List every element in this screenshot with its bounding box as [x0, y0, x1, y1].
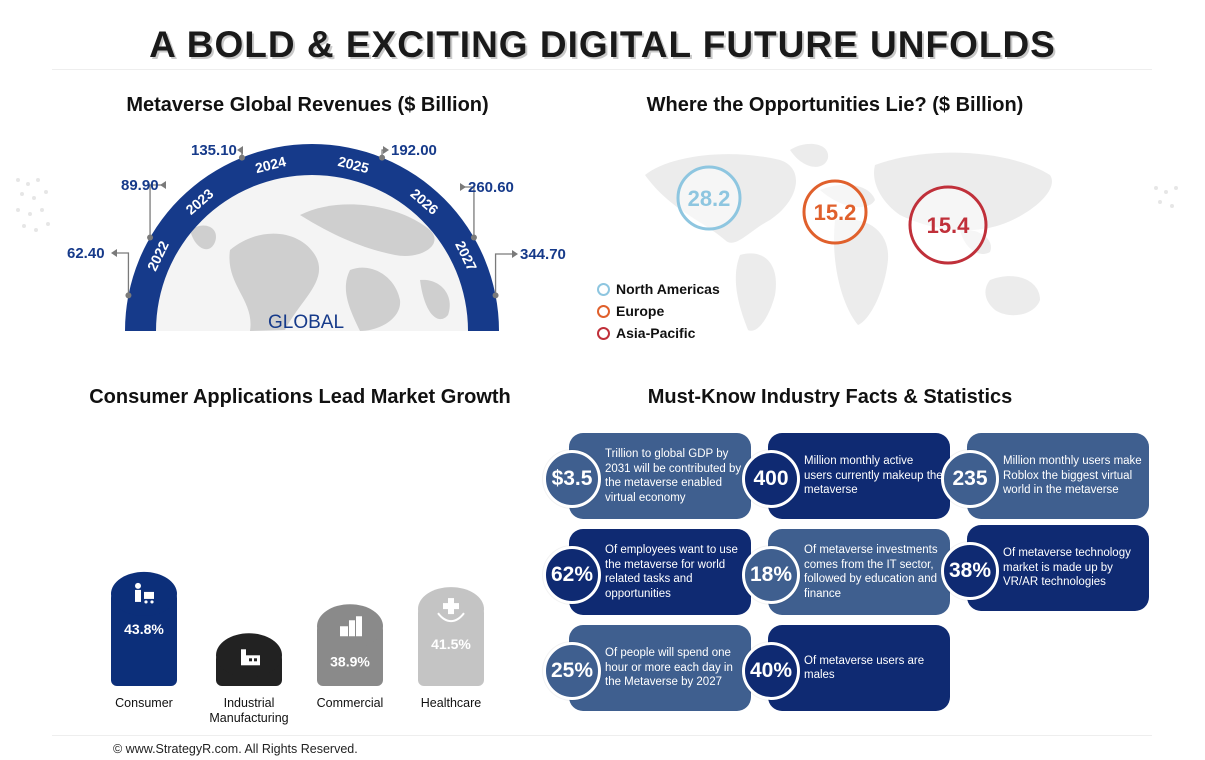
- legend-ring-europe: [597, 304, 610, 318]
- fact-card-5: 18% Of metaverse investments comes from …: [742, 529, 950, 615]
- leader-arrow: [460, 183, 466, 191]
- revenues-title: Metaverse Global Revenues ($ Billion): [126, 94, 489, 116]
- globe-center-label: GLOBAL: [268, 312, 344, 333]
- fact-text: Of employees want to use the metaverse f…: [605, 544, 738, 600]
- fact-text: Million monthly active users currently m…: [804, 455, 943, 497]
- applications-bar-chart: 43.8% Consumer 34.5%IndustrialManufacturin…: [111, 571, 484, 725]
- leader-arrow: [512, 250, 518, 258]
- bar-cap: [216, 633, 282, 678]
- leader-dot: [492, 292, 499, 299]
- revenue-value-label: 89.90: [121, 177, 159, 194]
- fact-value: 18%: [742, 546, 800, 604]
- revenue-value-label: 192.00: [391, 142, 437, 159]
- fact-value: 62%: [543, 546, 601, 604]
- legend-item-europe: Europe: [597, 303, 664, 319]
- leader-arrow: [383, 146, 389, 154]
- footer-divider: [52, 735, 1152, 736]
- bar-value-label: 41.5%: [431, 636, 471, 652]
- leader-dot: [238, 154, 245, 161]
- application-bars: 43.8% Consumer 34.5%IndustrialManufacturin…: [111, 571, 484, 725]
- bar-category-label: Healthcare: [421, 696, 481, 710]
- year-label: 2024: [253, 153, 287, 176]
- revenue-leader-lines: [111, 146, 518, 299]
- footer-copyright: © www.StrategyR.com. All Rights Reserved…: [113, 742, 358, 756]
- leader-line: [494, 253, 512, 296]
- fact-value: 25%: [543, 642, 601, 700]
- buildings-icon-glyph: [340, 616, 362, 637]
- fact-value: 40%: [742, 642, 800, 700]
- bar-category-label: Consumer: [115, 696, 173, 710]
- fact-text: Of metaverse users are males: [804, 654, 925, 682]
- fact-text: Of people will spend one hour or more ea…: [605, 647, 733, 689]
- revenue-value-label: 344.70: [520, 246, 566, 263]
- legend-ring-north-americas: [597, 282, 610, 296]
- fact-text: Of metaverse investments comes from the …: [804, 544, 938, 600]
- decorative-dots-left: [16, 178, 50, 232]
- fact-card-2: 400 Million monthly active users current…: [742, 433, 950, 519]
- fact-text: Million monthly users make Roblox the bi…: [1003, 455, 1142, 497]
- applications-title: Consumer Applications Lead Market Growth: [89, 386, 511, 408]
- fact-value: 38%: [941, 542, 999, 600]
- revenue-value-labels: 62.40 89.90 135.10 192.00 260.60 344.70: [67, 142, 566, 263]
- revenue-value-label: 135.10: [191, 142, 237, 159]
- factory-icon-glyph: [241, 649, 260, 666]
- main-title: A BOLD & EXCITING DIGITAL FUTURE UNFOLDS: [149, 24, 1056, 65]
- year-label: 2025: [336, 153, 370, 176]
- bar-value-label: 34.5%: [229, 682, 269, 698]
- fact-card-8: 40% Of metaverse users are males: [742, 625, 950, 711]
- leader-dot: [125, 292, 132, 299]
- decorative-dots-right: [1154, 186, 1178, 208]
- opportunity-value: 15.4: [927, 213, 971, 238]
- title-divider: [52, 69, 1152, 70]
- opportunity-bubbles: 28.2 15.2 15.4: [676, 165, 988, 265]
- fact-card-3: 235 Million monthly users make Roblox th…: [941, 433, 1149, 519]
- legend-label: Europe: [616, 303, 665, 319]
- world-map: 28.2 15.2 15.4: [645, 143, 1052, 331]
- legend-label: Asia-Pacific: [616, 325, 696, 341]
- bar-category-label: Industrial: [224, 696, 275, 710]
- fact-card-6: 38% Of metaverse technology market is ma…: [941, 525, 1149, 611]
- opportunity-bubble: [676, 165, 742, 231]
- opportunity-value: 15.2: [814, 200, 857, 225]
- fact-card-1: $3.5 Trillion to global GDP by 2031 will…: [543, 433, 751, 519]
- fact-text: Of metaverse technology market is made u…: [1003, 547, 1131, 589]
- opportunity-bubble: [802, 179, 868, 245]
- revenue-arc: [125, 144, 499, 331]
- legend-label: North Americas: [616, 281, 720, 297]
- revenue-value-label: 260.60: [468, 179, 514, 196]
- bar-category-label: Manufacturing: [209, 711, 288, 725]
- shopper-cart-icon-glyph: [135, 582, 154, 604]
- healthcare-hands-icon-glyph: [437, 598, 465, 623]
- leader-line: [117, 252, 130, 296]
- legend-ring-asia-pacific: [597, 326, 610, 340]
- fact-card-4: 62% Of employees want to use the metaver…: [543, 529, 751, 615]
- fact-value: 235: [941, 450, 999, 508]
- leader-dot: [470, 234, 477, 241]
- fact-value: $3.5: [543, 450, 601, 508]
- bar: [111, 591, 177, 686]
- leader-arrow: [111, 249, 117, 257]
- bar-category-label: Commercial: [317, 696, 384, 710]
- bar-value-label: 43.8%: [124, 621, 164, 637]
- revenue-value-label: 62.40: [67, 245, 105, 262]
- legend-item-north-americas: North Americas: [597, 281, 720, 297]
- leader-dot: [379, 154, 386, 161]
- opportunity-value: 28.2: [688, 186, 731, 211]
- fact-text: Trillion to global GDP by 2031 will be c…: [605, 448, 742, 504]
- fact-value: 400: [742, 450, 800, 508]
- opportunity-bubble: [908, 185, 988, 265]
- leader-dot: [147, 234, 154, 241]
- leader-arrow: [160, 181, 166, 189]
- opportunities-title: Where the Opportunities Lie? ($ Billion): [646, 94, 1024, 116]
- facts-title: Must-Know Industry Facts & Statistics: [647, 386, 1013, 408]
- bar-value-label: 38.9%: [330, 653, 370, 669]
- fact-card-7: 25% Of people will spend one hour or mor…: [543, 625, 751, 711]
- legend-item-asia-pacific: Asia-Pacific: [597, 325, 695, 341]
- leader-arrow: [237, 146, 243, 154]
